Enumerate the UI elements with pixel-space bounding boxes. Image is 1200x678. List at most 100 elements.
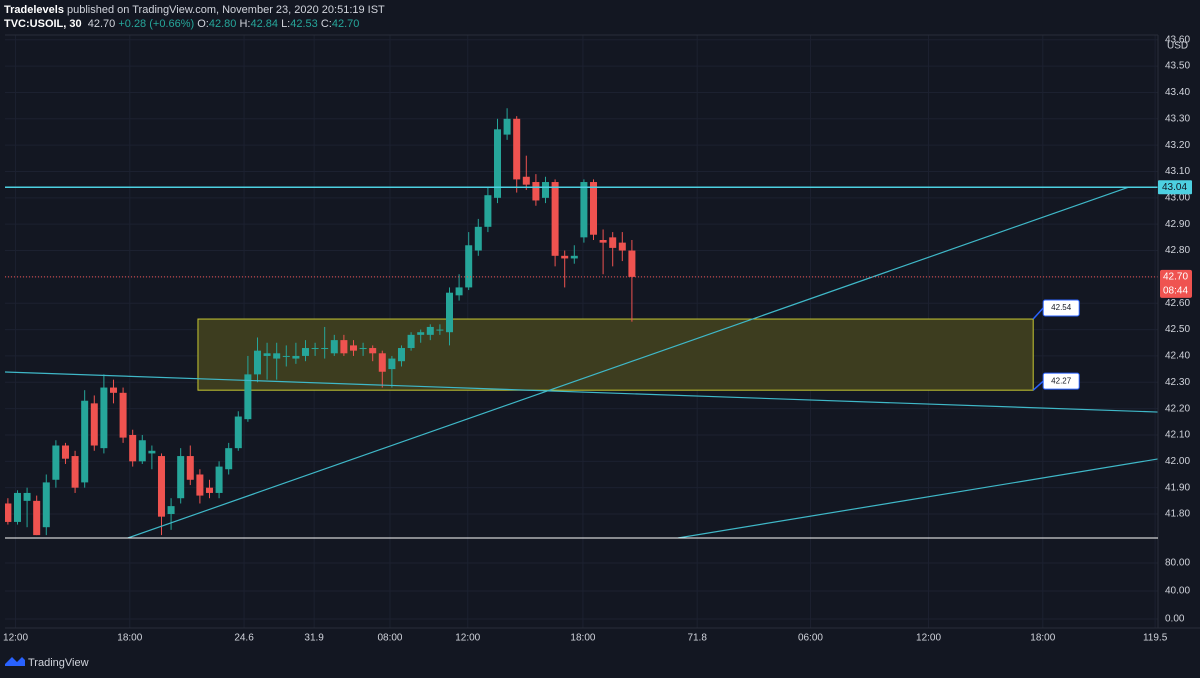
candle-body (177, 456, 185, 499)
candle-body (42, 482, 50, 528)
candle-body (417, 332, 425, 335)
candle-body (301, 348, 309, 356)
candle-body (484, 195, 492, 227)
zone (197, 318, 1034, 391)
symbol: TVC:USOIL, 30 (4, 18, 82, 30)
candle-body (205, 487, 213, 493)
x-tick-label: 12:00 (916, 633, 941, 644)
callout-line (1032, 380, 1044, 391)
candle-body (493, 129, 501, 198)
x-tick-label: 119.5 (1143, 633, 1168, 644)
candle-body (609, 237, 617, 248)
brand: TradingView (28, 657, 89, 669)
header-line-2: TVC:USOIL, 30 42.70 +0.28 (+0.66%) O:42.… (4, 17, 385, 31)
y-tick-label: 80.00 (1165, 558, 1190, 569)
candle-body (13, 492, 21, 522)
level-label: 43.04 (1162, 182, 1187, 193)
y-tick-label: 42.80 (1165, 245, 1190, 256)
y-tick-label: 42.20 (1165, 403, 1190, 414)
candle-body (570, 255, 578, 259)
x-tick-label: 12:00 (3, 633, 28, 644)
candle-body (436, 329, 444, 331)
countdown: 08:44 (1163, 286, 1188, 297)
level-badge (1158, 180, 1192, 195)
candle-body (628, 250, 636, 277)
candle-body (541, 182, 549, 198)
candle-body (532, 182, 540, 201)
y-tick-label: 43.60 (1165, 34, 1190, 45)
candle-body (273, 353, 281, 359)
ohlc-value: 42.80 (208, 18, 237, 30)
candle-body (292, 355, 300, 359)
candle-body (311, 348, 319, 350)
candle-body (100, 387, 108, 449)
ohlc-value: 42.84 (250, 18, 278, 30)
x-tick-label: 18:00 (570, 633, 595, 644)
header: Tradelevels published on TradingView.com… (4, 3, 385, 31)
y-tick-label: 43.20 (1165, 140, 1190, 151)
candle-body (388, 358, 396, 370)
ohlc-value: 42.53 (290, 18, 318, 30)
candle-body (215, 466, 223, 493)
candle-body (90, 403, 98, 446)
candle-body (263, 353, 271, 356)
candle-body (513, 118, 521, 180)
trendline (127, 186, 1129, 538)
brand-logo (5, 657, 25, 666)
y-tick-label: 42.60 (1165, 298, 1190, 309)
candle-body (119, 392, 127, 438)
y-tick-label: 42.30 (1165, 377, 1190, 388)
candle-body (445, 292, 453, 333)
ohlc-label: O: (197, 18, 209, 30)
y-tick-label: 42.10 (1165, 430, 1190, 441)
candle-body (244, 374, 252, 420)
candle-body (503, 118, 511, 135)
change: +0.28 (+0.66%) (118, 18, 195, 30)
candle-body (23, 492, 31, 501)
candle-body (426, 326, 434, 335)
candle-body (138, 440, 146, 462)
candle-body (253, 350, 261, 375)
last: 42.70 (87, 18, 116, 30)
callout-line (1032, 307, 1044, 320)
candle-body (157, 456, 165, 517)
y-tick-label: 43.40 (1165, 87, 1190, 98)
currency: USD (1167, 41, 1188, 52)
candle-body (330, 340, 338, 354)
y-tick-label: 42.40 (1165, 351, 1190, 362)
candle-body (465, 245, 473, 288)
ohlc: O:42.80 H:42.84 L:42.53 C:42.70 (197, 18, 359, 30)
x-tick-label: 06:00 (798, 633, 823, 644)
x-tick-label: 18:00 (117, 633, 142, 644)
candle-body (71, 456, 79, 488)
y-tick-label: 41.80 (1165, 509, 1190, 520)
x-tick-label: 18:00 (1030, 633, 1055, 644)
x-tick-label: 12:00 (455, 633, 480, 644)
candle-body (52, 445, 60, 480)
ohlc-label: C: (320, 18, 332, 30)
candle-body (186, 456, 194, 480)
header-line-1: Tradelevels published on TradingView.com… (4, 3, 385, 17)
candle-body (397, 348, 405, 362)
candle-body (378, 353, 386, 372)
candle-body (33, 500, 41, 536)
candle-body (234, 416, 242, 449)
candle-body (561, 255, 569, 259)
y-tick-label: 43.30 (1165, 113, 1190, 124)
callout-box (1042, 372, 1080, 390)
axes: 12:00 18:00 24.6 31.9 08:00 12:00 18:00 71.8 06:… (3, 34, 1200, 644)
ohlc-label: L: (281, 18, 291, 30)
candle-body (474, 226, 482, 251)
candle-body (340, 340, 348, 354)
x-tick-label: 08:00 (377, 633, 402, 644)
y-tick-label: 42.00 (1165, 456, 1190, 467)
y-tick-label: 41.90 (1165, 482, 1190, 493)
candle-body (590, 182, 598, 235)
published: published on TradingView.com, November 2… (67, 4, 385, 16)
candle-body (196, 474, 204, 496)
y-tick-label: 43.50 (1165, 61, 1190, 72)
last-price-label: 42.70 (1163, 272, 1188, 283)
candle-body (225, 448, 233, 470)
